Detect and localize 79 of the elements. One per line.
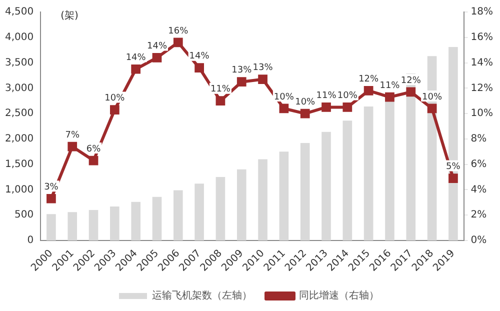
data-label: 3% xyxy=(44,182,59,192)
point xyxy=(131,64,141,74)
y2-tick-label: 10% xyxy=(470,108,494,120)
bar xyxy=(110,206,120,241)
point xyxy=(364,86,374,96)
data-label: 14% xyxy=(126,52,146,63)
point xyxy=(406,87,416,97)
data-label: 14% xyxy=(146,42,168,52)
y-tick-label: 2,500 xyxy=(4,108,34,120)
y-tick-label: 4,500 xyxy=(4,6,34,18)
data-label: 7% xyxy=(65,130,80,140)
y-tick-label: 2,000 xyxy=(4,134,34,145)
bar xyxy=(236,169,246,241)
point xyxy=(110,105,120,114)
y-tick-label: 3,500 xyxy=(4,57,34,68)
y2-tick-label: 16% xyxy=(470,32,494,43)
bar xyxy=(173,190,183,241)
data-label: 5% xyxy=(446,162,461,172)
point xyxy=(448,174,458,183)
data-label: 6% xyxy=(86,144,102,154)
point xyxy=(236,77,246,87)
point xyxy=(322,102,331,112)
point xyxy=(342,102,352,112)
data-label: 11% xyxy=(316,91,337,102)
bar xyxy=(364,106,374,241)
bar xyxy=(131,202,140,241)
data-label: 10% xyxy=(422,92,442,102)
bar xyxy=(279,152,289,241)
y2-tick-label: 12% xyxy=(470,82,494,94)
data-label: 12% xyxy=(400,76,422,86)
bar xyxy=(46,214,56,241)
y2-tick-label: 18% xyxy=(470,6,494,18)
y-tick-label: 0 xyxy=(27,235,34,246)
bar xyxy=(342,120,352,241)
point xyxy=(300,108,310,118)
bar xyxy=(300,143,310,241)
data-label: 10% xyxy=(104,94,126,104)
y2-tick-label: 2% xyxy=(470,210,487,221)
point xyxy=(279,104,289,114)
bar xyxy=(68,212,78,241)
point xyxy=(385,92,394,102)
bar xyxy=(216,177,226,241)
y-axis-title: (架) xyxy=(60,10,79,22)
data-label: 13% xyxy=(232,66,252,76)
y2-tick-label: 8% xyxy=(470,134,487,145)
y2-tick-label: 0% xyxy=(470,235,487,246)
data-label: 14% xyxy=(189,52,210,62)
legend-label: 运输飞机架数（左轴） xyxy=(152,290,252,302)
data-label: 10% xyxy=(295,97,316,108)
legend-label: 同比增速（右轴） xyxy=(299,290,379,302)
data-label: 11% xyxy=(210,84,231,95)
point xyxy=(68,142,78,152)
y-tick-label: 1,000 xyxy=(4,184,34,196)
y2-tick-label: 14% xyxy=(470,57,494,68)
y-tick-label: 4,000 xyxy=(4,32,34,43)
point xyxy=(194,63,204,73)
point xyxy=(88,156,98,166)
point xyxy=(258,74,268,84)
bar xyxy=(194,184,204,241)
bar xyxy=(88,210,98,241)
bar xyxy=(322,132,331,241)
y2-tick-label: 4% xyxy=(470,184,487,196)
point xyxy=(216,96,226,106)
point xyxy=(46,194,56,204)
bar xyxy=(152,196,162,241)
y-tick-label: 1,500 xyxy=(4,158,34,170)
data-label: 10% xyxy=(337,91,358,102)
y-tick-label: 3,000 xyxy=(4,82,34,94)
y2-tick-label: 6% xyxy=(470,158,487,170)
bar xyxy=(258,159,268,241)
data-label: 11% xyxy=(380,80,400,91)
point xyxy=(173,38,183,48)
data-label: 10% xyxy=(274,92,294,102)
data-label: 12% xyxy=(358,74,380,85)
point xyxy=(152,53,162,62)
data-label: 16% xyxy=(168,26,189,36)
y-tick-label: 500 xyxy=(14,210,34,221)
data-label: 13% xyxy=(252,63,274,74)
point xyxy=(427,104,437,114)
